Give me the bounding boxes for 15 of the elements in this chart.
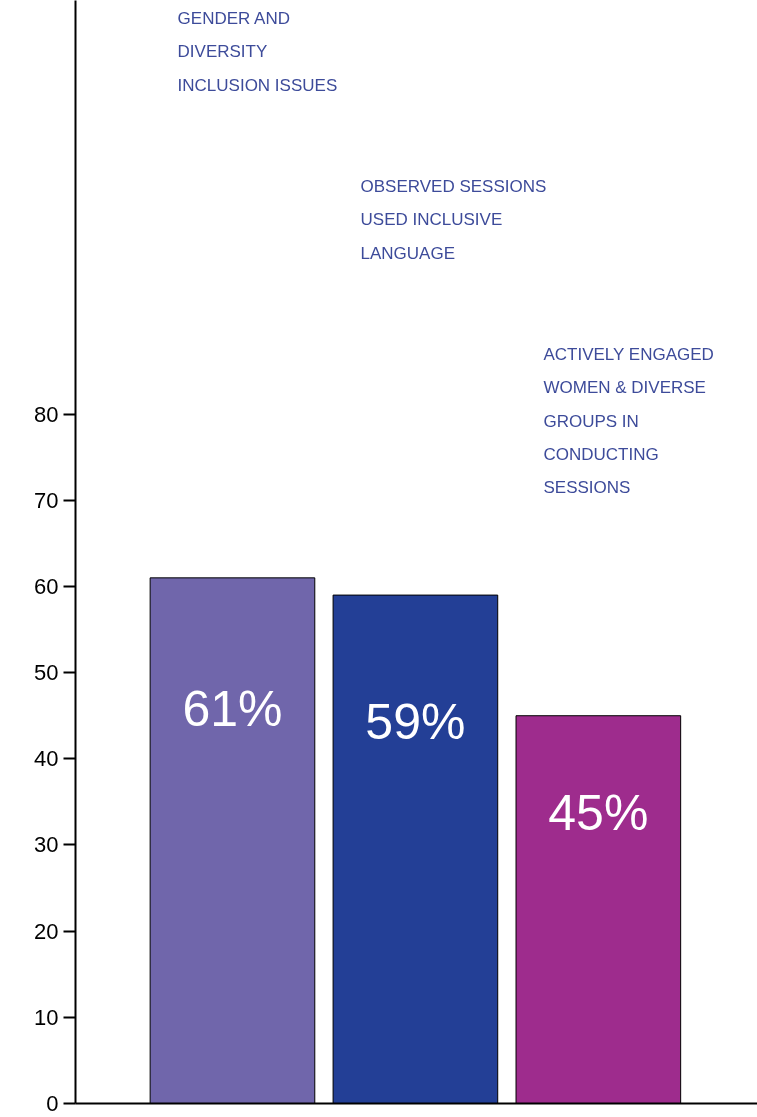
y-tick-label: 40 [34, 746, 59, 772]
y-tick-label: 80 [34, 401, 59, 427]
y-tick-label: 10 [34, 1004, 59, 1030]
x-tick-label: OBSERVED SESSIONS USED INCLUSIVE LANGUAGE [360, 177, 547, 263]
x-tick-label: GENDER AND DIVERSITY INCLUSION ISSUES [177, 9, 338, 95]
y-tick-label: 0 [46, 1091, 59, 1116]
data-label: 45% [548, 784, 649, 841]
x-tick-label: ACTIVELY ENGAGED WOMEN & DIVERSE GROUPS IN CONDUCTING SESSIONS [543, 345, 714, 498]
y-tick-label: 50 [34, 660, 59, 686]
y-tick-label: 30 [34, 832, 59, 858]
data-label: 61% [182, 681, 283, 738]
y-tick-label: 60 [34, 573, 59, 599]
data-label: 59% [365, 694, 466, 751]
y-tick-label: 20 [34, 918, 59, 944]
y-tick-label: 70 [34, 487, 59, 513]
